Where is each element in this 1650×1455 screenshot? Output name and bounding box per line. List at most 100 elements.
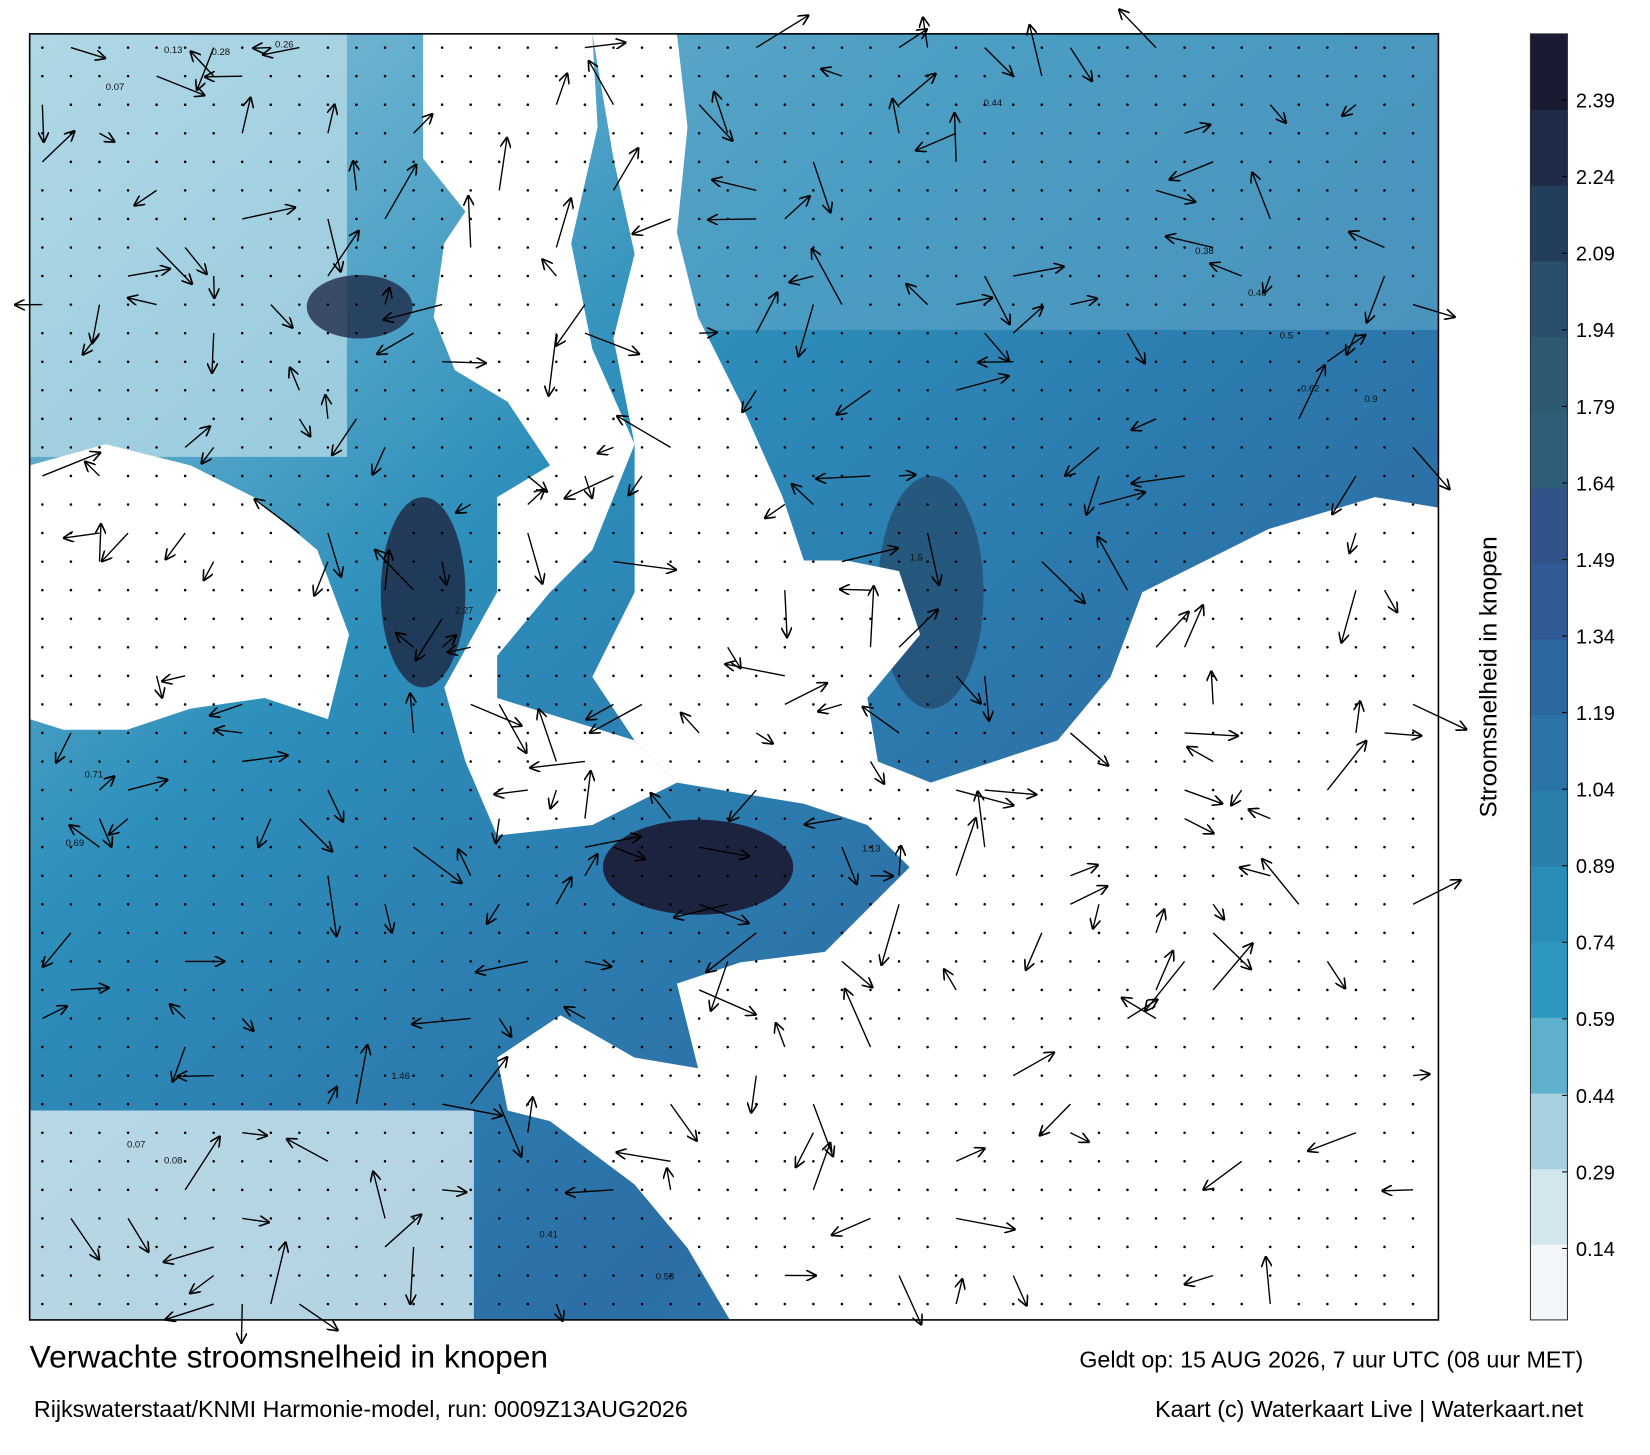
grid-dot [641,75,644,78]
grid-dot [298,503,301,506]
grid-dot [70,532,73,535]
grid-dot [812,532,815,535]
grid-dot [184,760,187,763]
grid-dot [1355,760,1358,763]
grid-dot [498,389,501,392]
grid-dot [869,989,872,992]
current-arrow [178,1076,214,1077]
grid-dot [841,903,844,906]
grid-dot [469,560,472,563]
grid-dot [983,532,986,535]
grid-dot [355,446,358,449]
grid-dot [1155,903,1158,906]
grid-dot [41,1189,44,1192]
grid-dot [584,1246,587,1249]
grid-dot [298,903,301,906]
grid-dot [812,1074,815,1077]
grid-dot [1041,275,1044,278]
grid-dot [1355,932,1358,935]
grid-dot [355,1074,358,1077]
grid-dot [1240,932,1243,935]
grid-dot [612,1103,615,1106]
grid-dot [841,675,844,678]
grid-dot [327,303,330,306]
grid-dot [555,503,558,506]
grid-dot [1212,275,1215,278]
grid-dot [1383,303,1386,306]
grid-dot [641,1046,644,1049]
grid-dot [1383,1217,1386,1220]
grid-dot [127,503,130,506]
grid-dot [1326,1160,1329,1163]
grid-dot [155,989,158,992]
grid-dot [70,246,73,249]
grid-dot [898,1131,901,1134]
grid-dot [1269,760,1272,763]
grid-dot [270,503,273,506]
grid-dot [1383,218,1386,221]
grid-dot [327,103,330,106]
grid-dot [898,703,901,706]
grid-dot [469,817,472,820]
speed-label: 0.41 [539,1229,558,1240]
grid-dot [1412,646,1415,649]
grid-dot [983,1303,986,1306]
grid-dot [98,1131,101,1134]
grid-dot [184,46,187,49]
grid-dot [70,874,73,877]
grid-dot [1069,617,1072,620]
grid-dot [784,446,787,449]
grid-dot [498,675,501,678]
grid-dot [1383,846,1386,849]
grid-dot [527,1217,530,1220]
grid-dot [555,218,558,221]
grid-dot [355,675,358,678]
grid-dot [1212,475,1215,478]
grid-dot [555,1017,558,1020]
grid-dot [98,932,101,935]
grid-dot [1069,75,1072,78]
grid-dot [1269,75,1272,78]
grid-dot [641,589,644,592]
colorbar-tick-label: 1.94 [1576,320,1615,342]
grid-dot [1326,1046,1329,1049]
grid-dot [241,1160,244,1163]
grid-dot [127,332,130,335]
grid-dot [1355,446,1358,449]
grid-dot [726,675,729,678]
grid-dot [70,1074,73,1077]
grid-dot [1041,1303,1044,1306]
grid-dot [784,560,787,563]
grid-dot [527,303,530,306]
grid-dot [127,1160,130,1163]
grid-dot [698,760,701,763]
grid-dot [1269,1217,1272,1220]
grid-dot [641,189,644,192]
grid-dot [1298,732,1301,735]
grid-dot [527,1189,530,1192]
grid-dot [1355,617,1358,620]
grid-dot [1326,1274,1329,1277]
grid-dot [469,1189,472,1192]
grid-dot [1326,475,1329,478]
grid-dot [127,1131,130,1134]
grid-dot [755,75,758,78]
grid-dot [498,1274,501,1277]
grid-dot [1069,560,1072,563]
grid-dot [270,675,273,678]
grid-dot [1183,1046,1186,1049]
grid-dot [70,275,73,278]
grid-dot [98,1303,101,1306]
grid-dot [1412,589,1415,592]
grid-dot [355,617,358,620]
grid-dot [527,846,530,849]
grid-dot [612,46,615,49]
grid-dot [70,589,73,592]
grid-dot [869,932,872,935]
grid-dot [1126,418,1129,421]
grid-dot [983,1017,986,1020]
grid-dot [441,103,444,106]
speed-label: 0.62 [1301,383,1320,394]
grid-dot [184,617,187,620]
grid-dot [1098,1217,1101,1220]
